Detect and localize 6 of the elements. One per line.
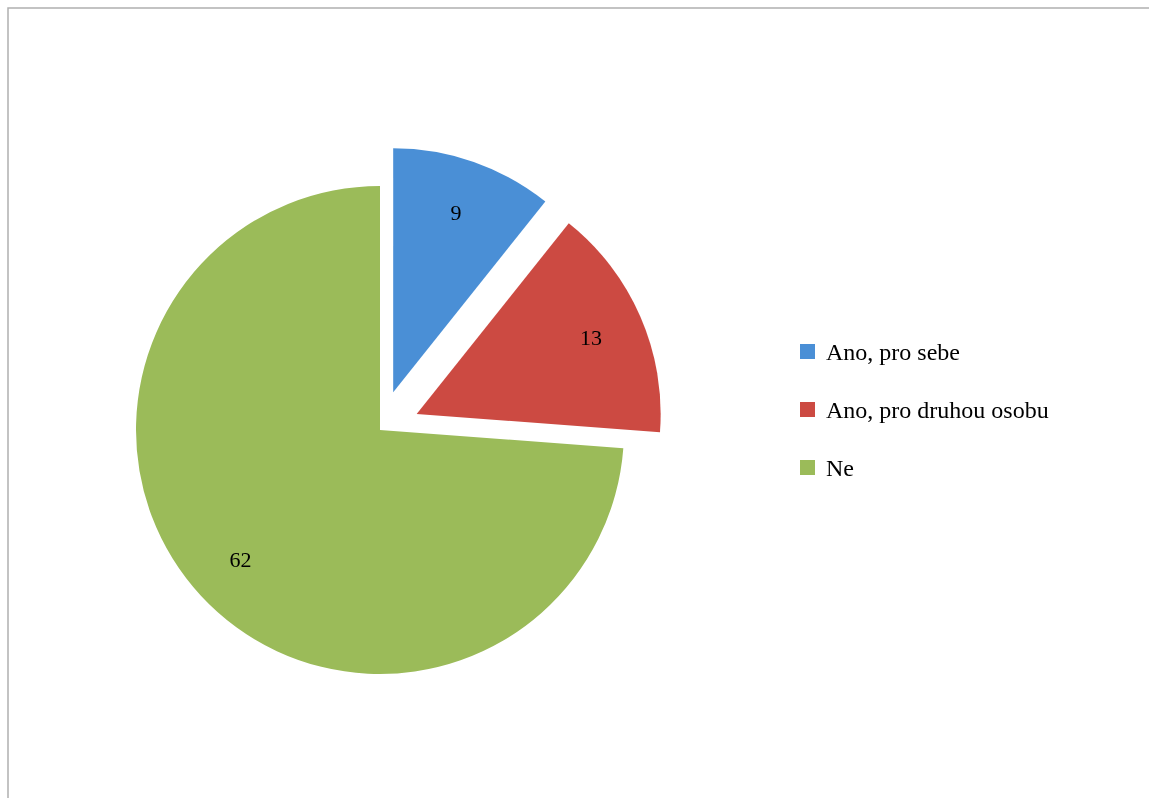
data-label: 9 [450, 200, 462, 226]
legend-label: Ano, pro druhou osobu [826, 397, 1049, 423]
legend-label: Ano, pro sebe [826, 339, 960, 365]
data-label: 62 [229, 546, 252, 572]
legend-label: Ne [826, 455, 854, 481]
data-label: 13 [580, 325, 603, 351]
